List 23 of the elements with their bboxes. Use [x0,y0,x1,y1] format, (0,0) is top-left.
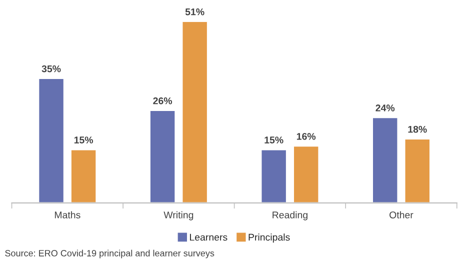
x-tick-label: Writing [164,211,194,220]
x-tick-label: Other [390,211,414,218]
data-label: 24% [376,104,395,112]
bar [404,138,431,203]
bar [372,116,399,203]
x-tick-label: Reading [272,211,308,220]
bar [38,78,65,203]
data-label: 51% [185,8,204,16]
bar [292,145,320,203]
legend-label: Learners [190,234,228,241]
data-label: 15% [264,136,284,144]
legend-label: Principals [248,234,290,243]
x-tick-label: Maths [54,211,80,218]
bar [260,148,288,203]
bar [149,110,176,203]
data-label: 35% [42,65,61,72]
bar [181,21,208,203]
data-label: 16% [296,132,316,140]
data-label: 26% [153,97,172,104]
source-note: Source: ERO Covid-19 principal and learner surveys [5,250,214,258]
data-label: 15% [74,136,94,144]
bar [70,148,98,203]
data-label: 18% [408,126,427,133]
